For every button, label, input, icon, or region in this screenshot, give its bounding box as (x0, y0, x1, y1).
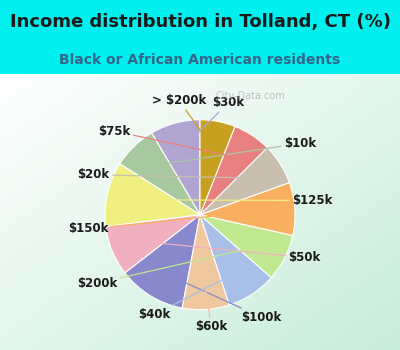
Wedge shape (200, 148, 289, 215)
Wedge shape (120, 133, 200, 215)
Text: $30k: $30k (185, 96, 244, 146)
Wedge shape (200, 215, 271, 305)
Text: City-Data.com: City-Data.com (216, 91, 286, 101)
Text: $150k: $150k (68, 211, 264, 236)
Wedge shape (182, 215, 229, 310)
Text: Black or African American residents: Black or African American residents (60, 53, 340, 67)
Wedge shape (200, 183, 295, 236)
Text: Income distribution in Tolland, CT (%): Income distribution in Tolland, CT (%) (10, 13, 390, 30)
Text: $20k: $20k (78, 168, 254, 181)
Text: $10k: $10k (156, 137, 316, 165)
Wedge shape (200, 120, 235, 215)
Wedge shape (125, 215, 200, 308)
Wedge shape (152, 120, 200, 215)
Text: $60k: $60k (195, 287, 228, 333)
Wedge shape (200, 215, 293, 278)
Wedge shape (200, 126, 267, 215)
Text: $200k: $200k (77, 247, 257, 290)
Wedge shape (106, 215, 200, 273)
Text: $40k: $40k (138, 274, 234, 321)
Text: > $200k: > $200k (152, 94, 210, 144)
Text: $75k: $75k (98, 125, 234, 157)
Wedge shape (105, 164, 200, 227)
Text: $50k: $50k (141, 241, 321, 264)
Text: $125k: $125k (138, 194, 332, 207)
Text: $100k: $100k (168, 275, 282, 324)
